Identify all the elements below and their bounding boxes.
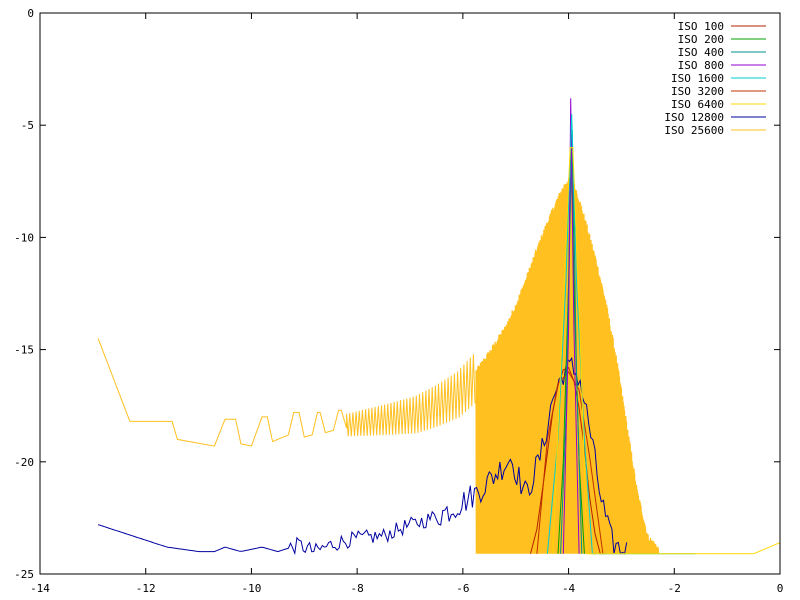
y-tick-label: -15 (14, 344, 34, 357)
y-tick-label: -20 (14, 456, 34, 469)
x-tick-label: -10 (241, 582, 261, 595)
legend-label: ISO 800 (678, 59, 724, 72)
plot-frame (39, 12, 781, 575)
legend-label: ISO 100 (678, 20, 724, 33)
series-iso-6400-line (552, 147, 781, 555)
series-iso-1600-line (546, 113, 696, 555)
x-tick-label: -14 (30, 582, 50, 595)
ticks-layer: -14 -12 -10 -8 -6 -4 -2 00-5-10-15-20-25 (14, 7, 783, 595)
y-tick-label: -25 (14, 568, 34, 581)
x-tick-label: -8 (351, 582, 364, 595)
legend-label: ISO 200 (678, 33, 724, 46)
series-iso-100-line (530, 366, 606, 555)
series-iso-25600-oscillation (475, 178, 660, 554)
x-tick-label: -4 (562, 582, 576, 595)
series-iso-25600-line (97, 338, 476, 447)
series-iso-12800-line (97, 356, 628, 556)
x-tick-label: -6 (456, 582, 469, 595)
x-tick-label: -12 (136, 582, 156, 595)
series-noise-layer (475, 178, 660, 554)
legend-label: ISO 6400 (671, 98, 724, 111)
legend-label: ISO 1600 (671, 72, 724, 85)
series-iso-800-line (562, 98, 580, 554)
x-tick-label: -2 (668, 582, 681, 595)
legend-label: ISO 25600 (664, 124, 724, 137)
series-layer (97, 98, 781, 556)
series-iso-3200-line (536, 371, 604, 554)
y-tick-label: 0 (27, 7, 34, 20)
x-tick-label: 0 (777, 582, 784, 595)
legend-label: ISO 400 (678, 46, 724, 59)
y-tick-label: -10 (14, 231, 34, 244)
y-tick-label: -5 (21, 119, 34, 132)
legend-label: ISO 3200 (671, 85, 724, 98)
legend-label: ISO 12800 (664, 111, 724, 124)
